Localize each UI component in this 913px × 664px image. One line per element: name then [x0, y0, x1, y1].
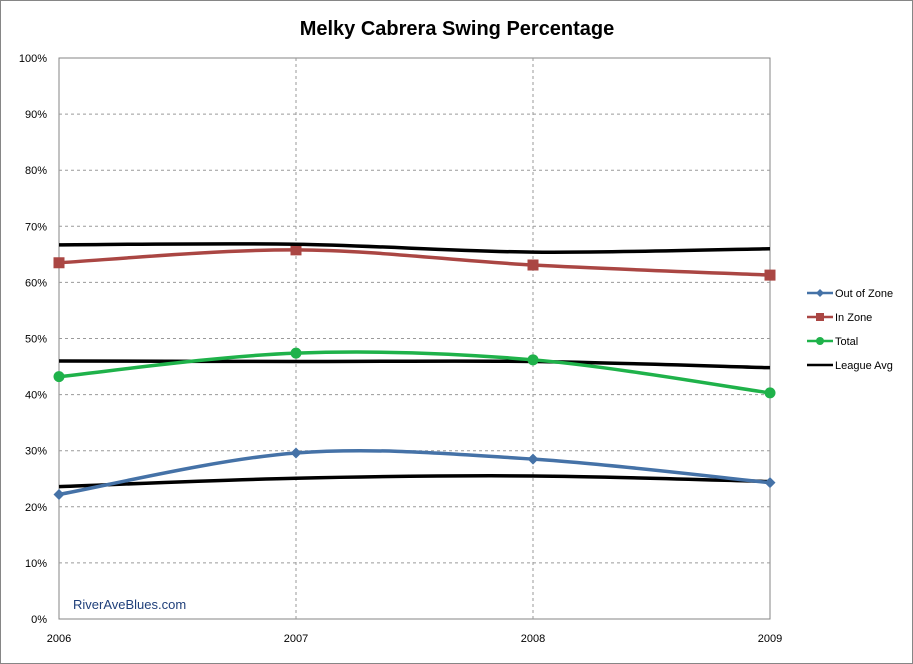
data-point: [290, 244, 302, 256]
y-tick-label: 20%: [25, 502, 47, 514]
league-avg-line: [58, 474, 771, 489]
x-tick-label: 2007: [284, 633, 308, 645]
data-point: [816, 289, 824, 297]
y-tick-label: 80%: [25, 165, 47, 177]
y-tick-label: 0%: [31, 614, 47, 626]
legend-label: Out of Zone: [835, 288, 893, 300]
data-point: [764, 269, 776, 281]
data-point: [764, 477, 776, 489]
x-tick-label: 2008: [521, 633, 545, 645]
y-axis-ticks: 0% 10% 20% 30% 40% 50% 60% 70% 80% 90% 100%: [19, 53, 47, 626]
series-in-zone: [53, 244, 776, 281]
data-point: [527, 453, 539, 465]
series-line: [58, 242, 771, 254]
x-tick-label: 2009: [758, 633, 782, 645]
y-tick-label: 100%: [19, 53, 47, 65]
league-avg-line: [58, 359, 771, 370]
legend: Out of Zone In Zone Total League Avg: [807, 288, 893, 372]
data-point: [527, 354, 539, 366]
legend-label: In Zone: [835, 312, 872, 324]
data-point: [53, 257, 65, 269]
y-tick-label: 30%: [25, 446, 47, 458]
chart-title: Melky Cabrera Swing Percentage: [300, 18, 615, 40]
y-tick-label: 10%: [25, 558, 47, 570]
data-point: [764, 387, 776, 399]
x-tick-label: 2006: [47, 633, 71, 645]
watermark: RiverAveBlues.com: [73, 597, 186, 612]
y-tick-label: 90%: [25, 109, 47, 121]
legend-label: Total: [835, 336, 858, 348]
data-point: [816, 337, 824, 345]
y-tick-label: 40%: [25, 390, 47, 402]
legend-label: League Avg: [835, 360, 893, 372]
data-point: [816, 313, 824, 321]
series-line: [58, 248, 771, 277]
data-point: [53, 371, 65, 383]
x-axis-ticks: 2006 2007 2008 2009: [47, 633, 782, 645]
y-tick-label: 60%: [25, 277, 47, 289]
series-line: [58, 448, 771, 497]
data-point: [290, 447, 302, 459]
data-point: [527, 259, 539, 271]
series-out-of-zone: [53, 447, 776, 500]
series-group: [53, 242, 776, 500]
series-league-avg: [58, 242, 771, 254]
y-tick-label: 70%: [25, 221, 47, 233]
data-point: [53, 488, 65, 500]
gridlines: [59, 58, 770, 619]
y-tick-label: 50%: [25, 334, 47, 346]
series-total: [53, 347, 776, 399]
series-line: [58, 350, 771, 395]
data-point: [290, 347, 302, 359]
